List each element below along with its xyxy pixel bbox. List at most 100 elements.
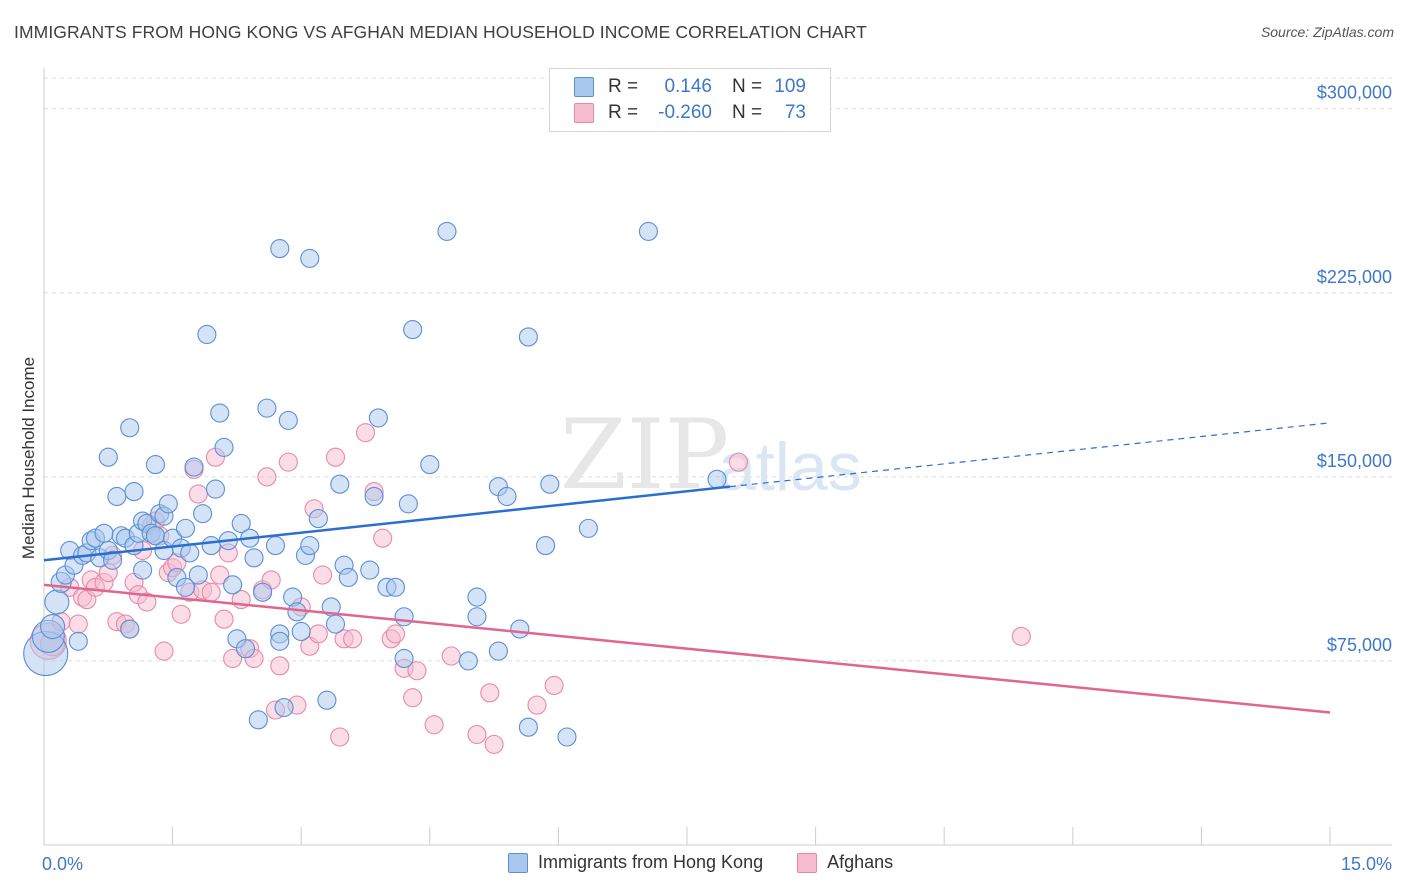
bottom-legend-swatch-pink	[797, 852, 818, 873]
hong-kong-trend-extension	[729, 422, 1331, 488]
x-tick-label-max: 15.0%	[1341, 854, 1392, 874]
afghans-point	[480, 683, 500, 703]
legend-r-value: -0.260	[658, 102, 712, 123]
afghans-point	[223, 648, 243, 669]
afghans-point	[188, 484, 208, 504]
afghans-point	[355, 423, 376, 443]
x-tick-label-min: 0.0%	[42, 854, 83, 874]
hong-kong-point	[274, 698, 294, 718]
y-tick-label: $225,000	[1317, 267, 1392, 287]
source-label: Source: ZipAtlas.com	[1260, 24, 1394, 40]
hong-kong-point	[94, 523, 114, 543]
legend-r-label: R =	[608, 76, 639, 97]
legend-n-label: N =	[732, 76, 763, 97]
afghans-point	[270, 656, 290, 676]
afghans-point	[441, 646, 461, 666]
hong-kong-point	[175, 518, 196, 538]
hong-kong-point	[231, 513, 251, 534]
hong-kong-point	[458, 651, 478, 671]
hong-kong-point	[120, 418, 140, 438]
hong-kong-point	[300, 248, 320, 268]
afghans-point	[68, 614, 88, 634]
hong-kong-point	[145, 455, 166, 475]
hong-kong-point	[518, 717, 538, 737]
afghans-point	[343, 629, 363, 649]
chart-title: IMMIGRANTS FROM HONG KONG VS AFGHAN MEDI…	[14, 22, 867, 42]
hong-kong-point	[360, 560, 380, 580]
grid-lines	[44, 77, 1392, 662]
afghans-point	[728, 452, 748, 472]
afghans-point	[373, 528, 393, 548]
hong-kong-point	[330, 474, 350, 494]
afghans-point	[385, 624, 406, 644]
hong-kong-point	[270, 631, 290, 651]
hong-kong-trend-line	[43, 485, 731, 562]
hong-kong-point	[510, 619, 530, 639]
legend-r-value: 0.146	[664, 76, 712, 97]
afghans-point	[325, 447, 346, 467]
y-tick-label: $150,000	[1317, 451, 1392, 471]
hong-kong-point	[540, 474, 560, 494]
hong-kong-point	[420, 455, 440, 475]
legend-r-label: R =	[608, 102, 639, 123]
hong-kong-point	[235, 639, 256, 659]
afghans-point	[278, 452, 298, 472]
hong-kong-point	[278, 410, 298, 430]
hong-kong-point	[68, 631, 88, 651]
bottom-legend-label-blue: Immigrants from Hong Kong	[538, 852, 764, 872]
afghans-point	[484, 734, 504, 754]
afghans-trend-line	[43, 583, 1331, 714]
hong-kong-point	[223, 575, 243, 595]
hong-kong-point	[175, 577, 196, 597]
bottom-legend: Immigrants from Hong Kong Afghans	[508, 852, 927, 873]
legend-n-value: 109	[774, 76, 806, 97]
afghans-point	[308, 624, 328, 644]
legend-n-value: 73	[784, 102, 806, 123]
hong-kong-point	[257, 398, 277, 418]
hong-kong-point	[394, 648, 414, 669]
hong-kong-point	[317, 690, 337, 710]
hong-kong-point	[197, 324, 217, 345]
hong-kong-point	[535, 536, 556, 556]
hong-kong-point	[364, 486, 384, 507]
hong-kong-point	[398, 494, 418, 514]
hong-kong-point	[205, 479, 226, 499]
watermark: ZIP atlas	[560, 399, 862, 511]
bottom-legend-swatch-blue	[508, 852, 528, 873]
hong-kong-point	[497, 486, 517, 507]
hong-kong-point	[707, 469, 727, 489]
afghans-point	[171, 604, 191, 624]
hong-kong-point	[291, 621, 311, 642]
hong-kong-point	[44, 589, 70, 615]
hong-kong-point	[193, 504, 213, 524]
hong-kong-point	[338, 567, 358, 588]
hong-kong-point	[188, 565, 208, 585]
legend-box: R = 0.146 N = 109 R = -0.260 N = 73	[549, 68, 831, 132]
hong-kong-point	[214, 437, 234, 457]
hong-kong-point	[201, 536, 221, 556]
hong-kong-point	[403, 320, 423, 340]
axes	[43, 68, 1392, 846]
trend-lines	[43, 422, 1331, 714]
hong-kong-point	[578, 518, 598, 538]
y-axis-label: Median Household Income	[19, 357, 38, 559]
afghans-point	[424, 715, 444, 735]
legend-swatch-pink	[574, 103, 594, 123]
hong-kong-point	[300, 536, 320, 556]
hong-kong-point	[107, 486, 127, 507]
hong-kong-point	[488, 641, 508, 661]
hong-kong-point	[120, 619, 140, 639]
legend-row-pink: R = -0.260 N = 73	[574, 100, 806, 126]
hong-kong-point	[180, 543, 200, 563]
y-tick-label: $75,000	[1327, 635, 1392, 655]
afghans-point	[257, 467, 277, 487]
afghans-point	[137, 592, 157, 612]
afghans-point	[313, 565, 333, 585]
hong-kong-points	[23, 221, 727, 747]
hong-kong-point	[270, 239, 290, 259]
afghans-point	[214, 609, 234, 629]
afghans-point	[527, 695, 547, 715]
afghans-point	[403, 688, 423, 708]
afghans-point	[544, 675, 564, 696]
afghans-point	[1011, 626, 1031, 646]
